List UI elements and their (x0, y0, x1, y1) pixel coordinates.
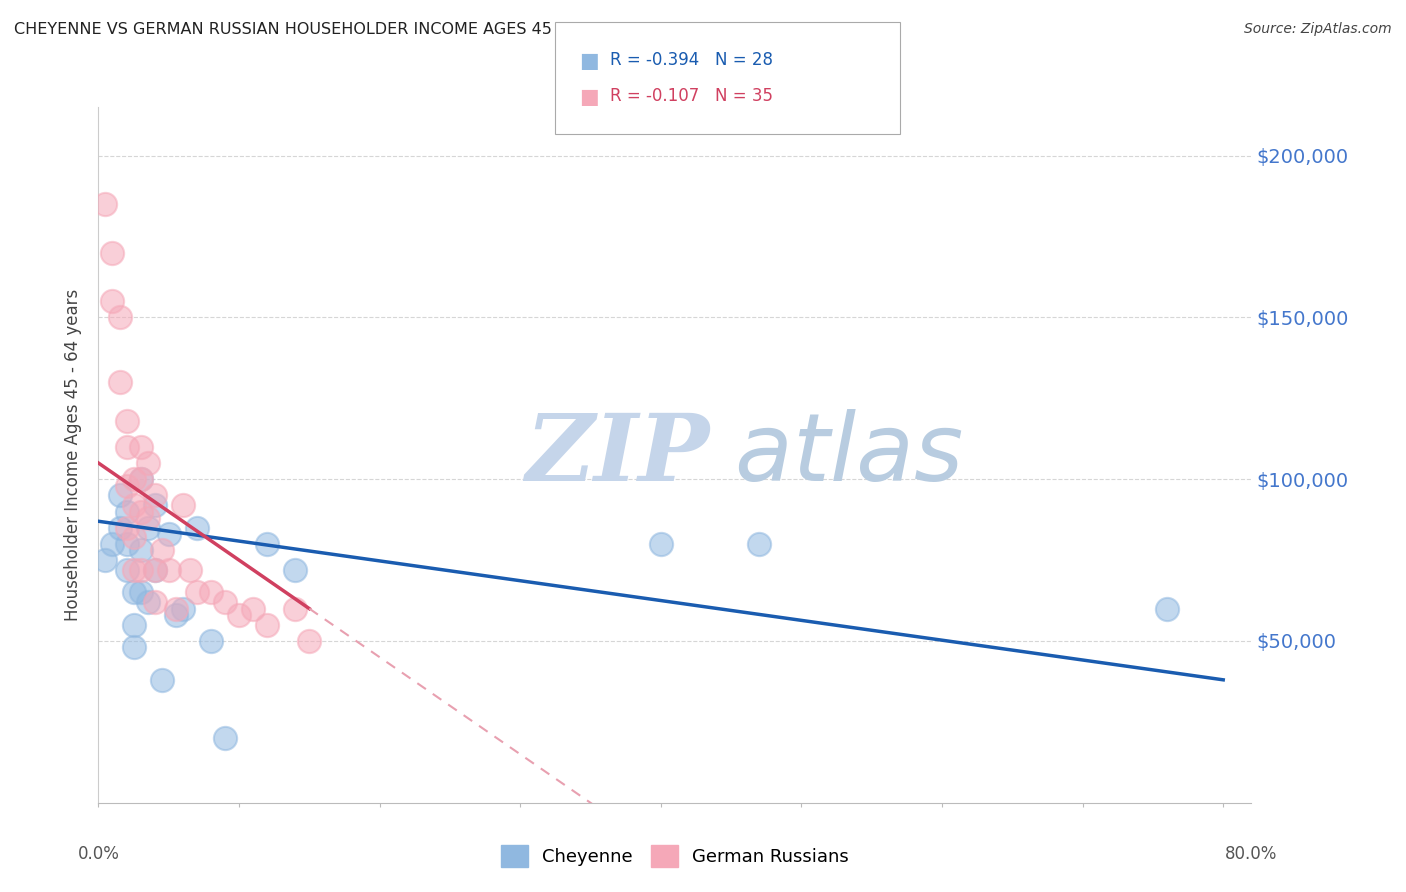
Text: CHEYENNE VS GERMAN RUSSIAN HOUSEHOLDER INCOME AGES 45 - 64 YEARS CORRELATION CHA: CHEYENNE VS GERMAN RUSSIAN HOUSEHOLDER I… (14, 22, 824, 37)
Point (129, 543, 152, 558)
Point (115, 414, 138, 428)
Point (136, 511, 159, 525)
Text: atlas: atlas (524, 409, 963, 500)
Point (94, 197, 117, 211)
Point (228, 608, 250, 623)
Point (108, 310, 131, 325)
Point (242, 601, 264, 615)
Point (115, 563, 138, 577)
Point (129, 440, 152, 454)
Text: R = -0.394   N = 28: R = -0.394 N = 28 (610, 51, 773, 69)
Point (143, 563, 166, 577)
Point (256, 617, 278, 632)
Point (129, 585, 152, 599)
Point (115, 478, 138, 492)
Point (115, 504, 138, 518)
Point (284, 601, 307, 615)
Text: ■: ■ (579, 51, 599, 70)
Point (129, 472, 152, 486)
Text: Source: ZipAtlas.com: Source: ZipAtlas.com (1244, 22, 1392, 37)
Point (179, 563, 201, 577)
Point (186, 585, 208, 599)
Point (122, 472, 145, 486)
Point (136, 595, 159, 609)
Point (108, 375, 131, 389)
Point (284, 563, 307, 577)
Point (1156, 601, 1178, 615)
Point (214, 595, 236, 609)
Point (143, 498, 166, 512)
Point (748, 537, 770, 551)
Point (143, 595, 166, 609)
Point (150, 673, 173, 687)
Point (143, 488, 166, 502)
Point (122, 498, 145, 512)
Point (214, 731, 236, 745)
Text: R = -0.107   N = 35: R = -0.107 N = 35 (610, 87, 773, 104)
Point (157, 527, 180, 541)
Point (136, 521, 159, 535)
Point (122, 563, 145, 577)
Point (186, 521, 208, 535)
Point (115, 537, 138, 551)
Point (143, 563, 166, 577)
Legend: Cheyenne, German Russians: Cheyenne, German Russians (494, 838, 856, 874)
Text: ZIP: ZIP (524, 410, 709, 500)
Point (129, 504, 152, 518)
Point (122, 585, 145, 599)
Point (650, 537, 672, 551)
Point (115, 440, 138, 454)
Point (165, 608, 187, 623)
Point (101, 537, 124, 551)
Text: 80.0%: 80.0% (1225, 845, 1278, 863)
Y-axis label: Householder Income Ages 45 - 64 years: Householder Income Ages 45 - 64 years (65, 289, 83, 621)
Point (101, 245, 124, 260)
Point (94, 553, 117, 567)
Point (165, 601, 187, 615)
Point (200, 585, 222, 599)
Point (172, 498, 194, 512)
Point (122, 640, 145, 655)
Point (122, 617, 145, 632)
Point (256, 537, 278, 551)
Point (172, 601, 194, 615)
Point (157, 563, 180, 577)
Point (108, 488, 131, 502)
Point (298, 634, 321, 648)
Point (129, 563, 152, 577)
Point (101, 294, 124, 309)
Text: ■: ■ (579, 87, 599, 106)
Point (200, 634, 222, 648)
Point (129, 472, 152, 486)
Point (136, 456, 159, 470)
Point (115, 521, 138, 535)
Point (122, 531, 145, 545)
Text: 0.0%: 0.0% (77, 845, 120, 863)
Point (108, 521, 131, 535)
Point (150, 543, 173, 558)
